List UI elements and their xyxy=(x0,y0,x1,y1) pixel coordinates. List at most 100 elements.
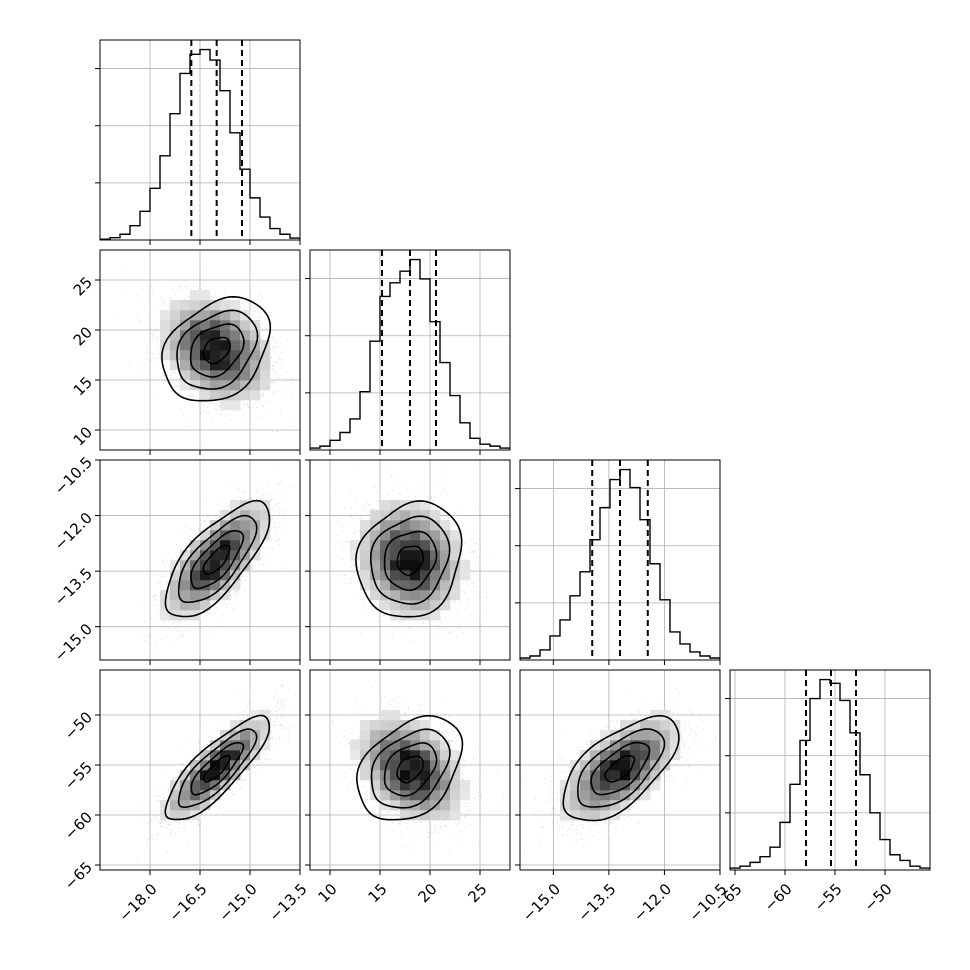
density-cell xyxy=(370,770,381,781)
density-cell xyxy=(240,720,251,731)
density-cell xyxy=(420,750,431,761)
density-cell xyxy=(590,800,601,811)
density-cell xyxy=(430,810,441,821)
density-cell xyxy=(170,310,181,321)
density-cell xyxy=(220,590,231,601)
hist-panel-1 xyxy=(305,249,511,455)
density-cell xyxy=(190,380,201,391)
density-cell xyxy=(400,560,411,571)
y-tick-label: −65 xyxy=(61,858,96,893)
density-cell xyxy=(350,740,361,751)
y-tick-label: −13.5 xyxy=(51,564,96,609)
density-cell xyxy=(420,810,431,821)
density-cell xyxy=(250,350,261,361)
density-cell xyxy=(440,600,451,611)
density-cell xyxy=(430,600,441,611)
density-cell xyxy=(620,760,631,771)
contour-line xyxy=(177,514,258,604)
density-cell xyxy=(180,360,191,371)
density-cell xyxy=(590,750,601,761)
density-cell xyxy=(390,550,401,561)
density-cell xyxy=(420,770,431,781)
contour-line xyxy=(202,755,231,783)
contour-line xyxy=(189,323,245,378)
density-cell xyxy=(260,530,271,541)
x-tick-label: −13.5 xyxy=(574,880,619,925)
density-cell xyxy=(250,730,261,741)
density-cell xyxy=(180,350,191,361)
density-cell xyxy=(220,580,231,591)
density-cell xyxy=(250,720,261,731)
x-tick-label: −18.0 xyxy=(116,880,161,925)
density-cell xyxy=(230,300,241,311)
density-cell xyxy=(620,790,631,801)
density-cell xyxy=(180,550,191,561)
density-cell xyxy=(360,770,371,781)
density-cell xyxy=(210,750,221,761)
density-cell xyxy=(450,560,461,571)
contour-line xyxy=(202,544,231,576)
density-cell xyxy=(420,520,431,531)
density-cell xyxy=(390,750,401,761)
density-cell xyxy=(260,370,271,381)
density-cell xyxy=(210,540,221,551)
density-cell xyxy=(440,580,451,591)
density-cell xyxy=(450,550,461,561)
density-cell xyxy=(410,560,421,571)
density-cell xyxy=(210,740,221,751)
density-cell xyxy=(370,550,381,561)
density-cell xyxy=(440,590,451,601)
density-cell xyxy=(380,510,391,521)
density-cell xyxy=(220,760,231,771)
density-cell xyxy=(430,580,441,591)
density-cell xyxy=(370,730,381,741)
density-cell xyxy=(400,590,411,601)
density-cell xyxy=(450,790,461,801)
density-cell xyxy=(220,770,231,781)
density-cell xyxy=(370,530,381,541)
density-cell xyxy=(170,570,181,581)
density-cell xyxy=(260,380,271,391)
density-cell xyxy=(430,510,441,521)
density-cell xyxy=(230,720,241,731)
density-cell xyxy=(230,540,241,551)
density-cell xyxy=(220,390,231,401)
density-cell xyxy=(390,730,401,741)
density-cell xyxy=(590,770,601,781)
density-cell xyxy=(200,390,211,401)
density-cell xyxy=(390,510,401,521)
density-cell xyxy=(420,590,431,601)
density-cell xyxy=(230,310,241,321)
density-cell xyxy=(240,340,251,351)
density-cell xyxy=(380,540,391,551)
density-cell xyxy=(380,790,391,801)
density-cell xyxy=(240,530,251,541)
density-cell xyxy=(440,780,451,791)
density-cell xyxy=(180,380,191,391)
density-cell xyxy=(440,520,451,531)
density-cell xyxy=(180,610,191,621)
density-cell xyxy=(600,760,611,771)
density-cell xyxy=(180,590,191,601)
density-cell xyxy=(410,540,421,551)
density-cell xyxy=(210,560,221,571)
density-cell xyxy=(390,540,401,551)
density-cell xyxy=(210,360,221,371)
density-cell xyxy=(410,570,421,581)
density-cell xyxy=(240,370,251,381)
density-cell xyxy=(430,610,441,621)
density-cell xyxy=(180,320,191,331)
density-cell xyxy=(210,590,221,601)
density-cell xyxy=(410,720,421,731)
density-cell xyxy=(260,740,271,751)
density-cell xyxy=(230,340,241,351)
density-cell xyxy=(240,760,251,771)
panel-frame xyxy=(729,669,931,871)
density-cell xyxy=(240,520,251,531)
density-cell xyxy=(380,720,391,731)
y-tick-label: −12.0 xyxy=(51,509,96,554)
density-cell xyxy=(390,780,401,791)
density-cell xyxy=(190,760,201,771)
density-cell xyxy=(670,730,681,741)
